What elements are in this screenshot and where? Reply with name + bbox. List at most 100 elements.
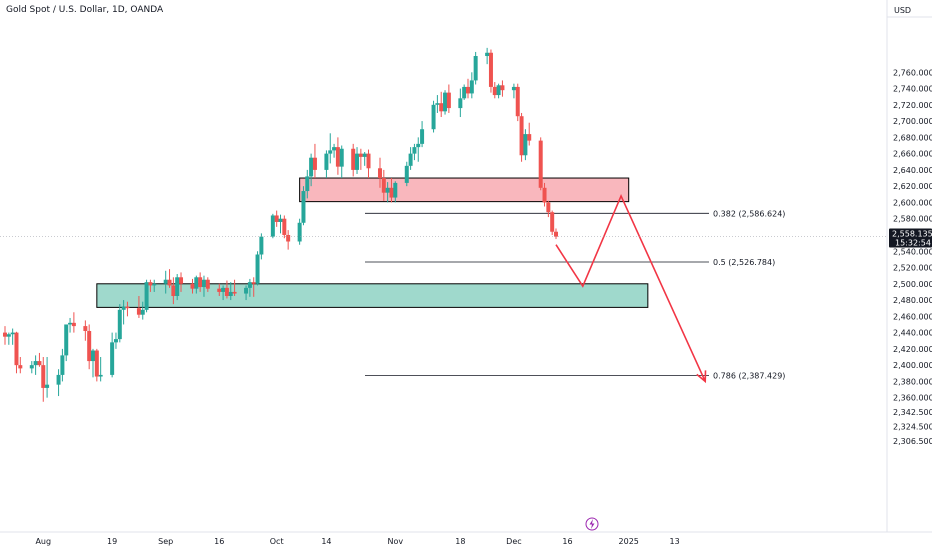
candle-body xyxy=(232,291,237,294)
candle-body xyxy=(389,187,394,198)
currency-label[interactable]: USD xyxy=(894,6,911,15)
candle-body xyxy=(485,52,490,57)
price-axis-bg xyxy=(887,0,932,532)
candle-body xyxy=(538,140,543,188)
candle-body xyxy=(144,282,149,310)
time-tick-label: 19 xyxy=(107,537,117,546)
candle-body xyxy=(358,153,363,157)
candle-body xyxy=(297,222,302,242)
candle-body xyxy=(496,85,501,96)
price-tick-label: 2,720.000 xyxy=(893,101,932,110)
price-tick-label: 2,380.000 xyxy=(893,377,932,386)
candle-body xyxy=(550,212,555,232)
candle-body xyxy=(224,287,229,296)
candle-body xyxy=(519,116,524,156)
candle-body xyxy=(439,103,444,112)
time-tick-label: 16 xyxy=(562,537,572,546)
price-tick-label: 2,440.000 xyxy=(893,329,932,338)
candle-body xyxy=(362,153,367,157)
candle-body xyxy=(14,332,19,366)
price-tick-label: 2,400.000 xyxy=(893,361,932,370)
price-ticks: 2,760.000 2,740.000 2,720.000 2,700.000 2,68… xyxy=(893,68,932,446)
candle-body xyxy=(45,384,50,388)
candle-body xyxy=(64,324,69,356)
price-tick-label: 2,740.000 xyxy=(893,85,932,94)
candle-body xyxy=(270,215,275,237)
candle-body xyxy=(381,178,386,193)
price-tag-price: 2,558.135 xyxy=(892,230,932,239)
candle-body xyxy=(339,148,344,167)
time-tick-label: Oct xyxy=(270,537,284,546)
candle-body xyxy=(148,282,153,286)
candle-body xyxy=(198,277,203,288)
candle-body xyxy=(420,129,425,144)
time-tick-label: Dec xyxy=(506,537,521,546)
support-zone xyxy=(96,283,649,308)
candle-body xyxy=(6,334,11,337)
candle-body xyxy=(404,165,409,183)
candle-body xyxy=(167,279,172,286)
last-price-tag: 2,558.135 15:32:54 xyxy=(889,228,932,248)
price-tick-label: 2,660.000 xyxy=(893,150,932,159)
time-tick-label: Nov xyxy=(387,537,403,546)
candle-body xyxy=(140,309,145,315)
candle-body xyxy=(408,153,413,166)
candle-body xyxy=(98,374,103,377)
price-tick-label: 2,600.000 xyxy=(893,198,932,207)
zones-layer xyxy=(96,177,649,308)
candle-body xyxy=(152,283,157,286)
fib-label: 0.786 (2,387.429) xyxy=(713,371,785,380)
candle-body xyxy=(355,153,360,170)
candle-body xyxy=(190,283,195,289)
candle-body xyxy=(117,309,122,340)
price-tick-label: 2,360.000 xyxy=(893,394,932,403)
candle-body xyxy=(351,148,356,170)
candle-body xyxy=(385,187,390,193)
price-tick-label: 2,460.000 xyxy=(893,312,932,321)
candle-body xyxy=(228,291,233,296)
candle-body xyxy=(37,361,42,366)
candle-body xyxy=(91,350,96,362)
candle-body xyxy=(136,308,141,315)
candle-body xyxy=(301,191,306,223)
candle-body xyxy=(163,279,168,284)
candle-body xyxy=(205,279,210,289)
candle-body xyxy=(244,287,249,294)
price-tick-label: 2,420.000 xyxy=(893,345,932,354)
candle-body xyxy=(56,374,61,385)
candle-body xyxy=(435,103,440,105)
candle-body xyxy=(332,147,337,151)
candle-body xyxy=(87,330,92,362)
time-tick-label: 2025 xyxy=(619,537,639,546)
candle-body xyxy=(113,339,118,343)
candle-body xyxy=(201,279,206,288)
price-tag-box xyxy=(889,228,932,248)
bolt-icon[interactable] xyxy=(585,517,599,531)
candle-body xyxy=(221,287,226,292)
time-tick-label: 14 xyxy=(321,537,331,546)
candle-body xyxy=(110,342,115,375)
candle-body xyxy=(94,350,99,377)
candle-body xyxy=(10,332,15,335)
candle-body xyxy=(121,306,126,310)
time-tick-label: 13 xyxy=(670,537,680,546)
candle-body xyxy=(171,285,176,296)
candle-body xyxy=(309,157,314,177)
candle-body xyxy=(446,92,451,109)
candle-body xyxy=(286,234,291,242)
candle-body xyxy=(274,215,279,222)
candle-body xyxy=(542,187,547,203)
candle-body xyxy=(328,150,333,154)
time-ticks: Aug 19 Sep 16 Oct 14 Nov 18 Dec 16 2025 13 xyxy=(35,537,679,546)
candle-body xyxy=(125,306,130,309)
price-tick-label: 2,500.000 xyxy=(893,280,932,289)
candle-body xyxy=(431,104,436,130)
candle-body xyxy=(68,322,73,325)
candle-body xyxy=(247,282,252,288)
candle-body xyxy=(335,147,340,167)
price-tick-label: 2,520.000 xyxy=(893,264,932,273)
time-tick-label: Sep xyxy=(158,537,173,546)
price-tick-label: 2,760.000 xyxy=(893,68,932,77)
